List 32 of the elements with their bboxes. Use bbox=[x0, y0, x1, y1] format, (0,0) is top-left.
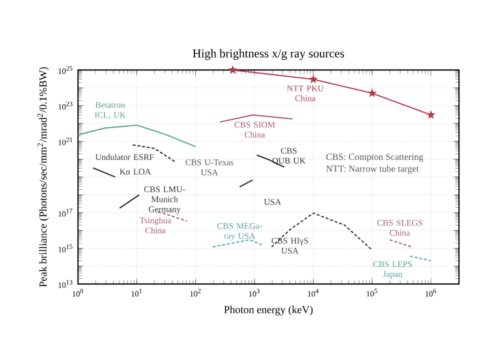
series-label: Tsinghua China bbox=[140, 217, 172, 234]
annotation: NTT: Narrow tube target bbox=[326, 165, 419, 174]
x-tick-label: 10$^{5}$ bbox=[366, 288, 378, 297]
x-tick-label: 10$^{3}$ bbox=[249, 288, 260, 297]
series-label: CBS QUB UK bbox=[272, 148, 306, 165]
text: USA bbox=[264, 199, 282, 205]
y-tick-label: 10$^{17}$ bbox=[58, 208, 72, 217]
series-label: Kα LOA bbox=[120, 168, 151, 175]
series-label: Undulator ESRF bbox=[95, 154, 154, 160]
series-label: Betatron ICL, UK bbox=[94, 102, 126, 120]
chart-title: High brightness x/g ray sources bbox=[192, 49, 344, 60]
y-tick-label: 10$^{23}$ bbox=[58, 102, 72, 110]
series-label: CBS LMU-Munich Germany bbox=[144, 186, 185, 214]
x-tick-label: 10$^{2}$ bbox=[190, 288, 201, 297]
series-label: CBS HIγS USA bbox=[272, 238, 308, 254]
x-axis-title: Photon energy (keV) bbox=[224, 306, 313, 316]
annotation: CBS: Compton Scattering bbox=[326, 154, 424, 162]
series-label: CBS MEGa-ray USA bbox=[217, 223, 262, 241]
series-label: CBS SLEGS China bbox=[377, 220, 422, 236]
series-label: NTT PKU China bbox=[287, 85, 324, 102]
x-tick-label: 10$^{1}$ bbox=[132, 288, 142, 297]
y-axis-title: Peak brilliance (Photons/sec/mm$^{2}$/mrad$^{2}$/0.1%BW) bbox=[37, 67, 49, 287]
y-tick-label: 10$^{13}$ bbox=[58, 280, 72, 288]
y-tick-label: 10$^{15}$ bbox=[58, 244, 72, 252]
x-tick-label: 10$^{0}$ bbox=[72, 288, 84, 297]
series-label: CBS LEPS Japan bbox=[373, 261, 412, 279]
series-label: CBS SIOM China bbox=[234, 122, 275, 138]
annotation: CBS U-Texas USA bbox=[186, 159, 234, 176]
y-tick-label: 10$^{25}$ bbox=[58, 66, 72, 74]
y-tick-label: 10$^{21}$ bbox=[58, 137, 72, 146]
x-tick-label: 10$^{6}$ bbox=[426, 288, 436, 297]
x-tick-label: 10$^{4}$ bbox=[308, 288, 319, 297]
